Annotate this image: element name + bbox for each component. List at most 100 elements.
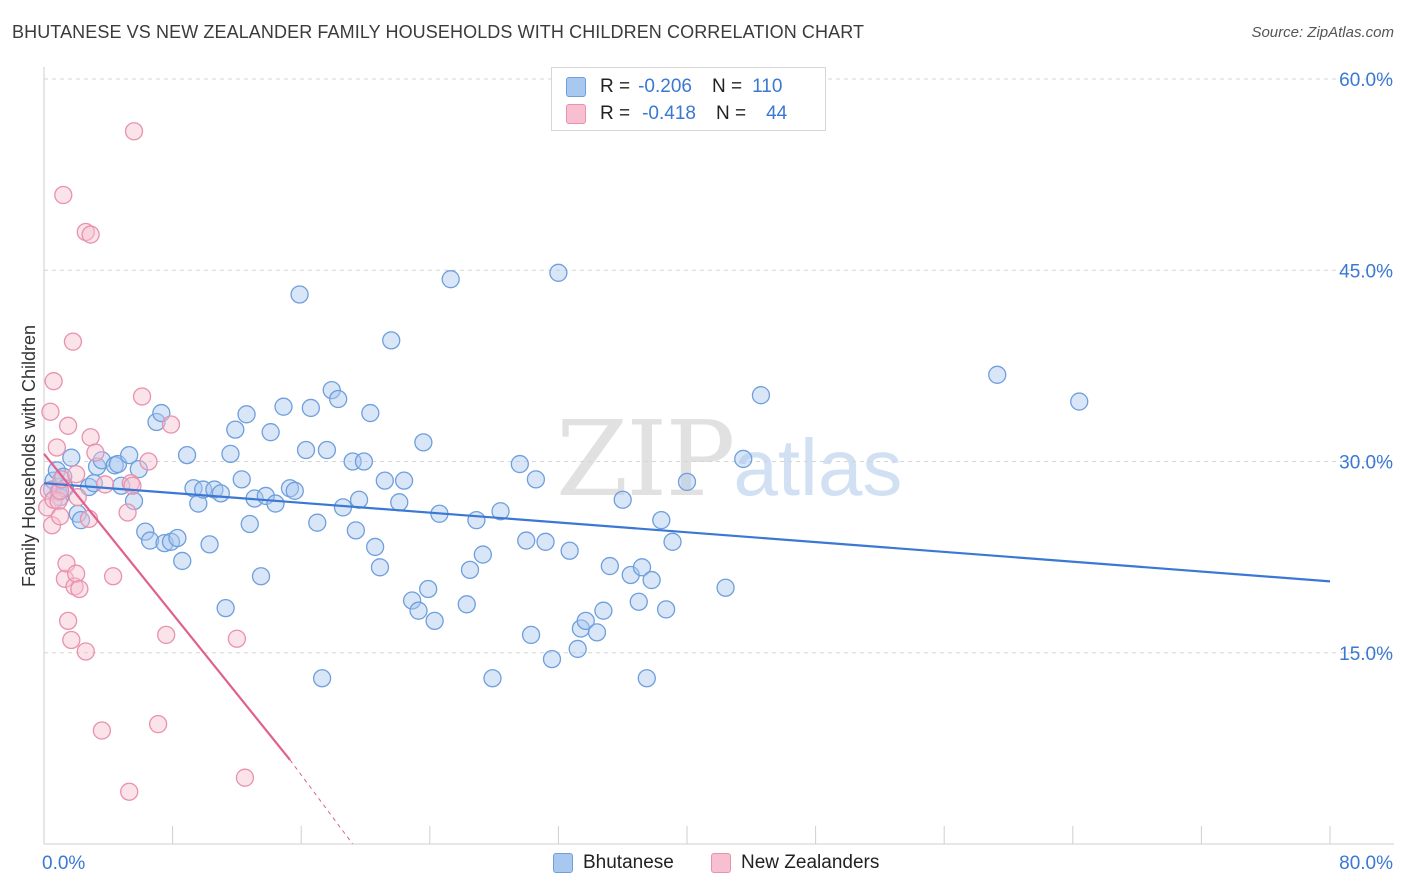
- legend-n-value: 44: [766, 103, 788, 124]
- bhutanese-point: [483, 669, 502, 688]
- y-axis-label: Family Households with Children: [19, 325, 39, 587]
- new-zealander-point: [95, 475, 115, 494]
- new-zealander-point: [132, 387, 152, 406]
- bhutanese-point: [677, 472, 697, 492]
- bhutanese-point: [147, 412, 166, 432]
- bhutanese-point: [409, 601, 428, 620]
- bhutanese-point: [394, 471, 414, 490]
- new-zealander-point: [76, 222, 95, 242]
- bottom-legend-label-bhutanese: Bhutanese: [583, 852, 674, 873]
- bhutanese-point: [266, 494, 285, 513]
- legend-n-label: N =: [711, 76, 743, 97]
- bhutanese-point: [549, 263, 568, 282]
- new-zealander-point: [63, 332, 83, 351]
- bhutanese-point: [200, 535, 219, 554]
- new-zealander-point: [44, 372, 63, 391]
- legend-r-label: R =: [600, 76, 631, 97]
- new-zealander-point: [47, 438, 67, 457]
- new-zealander-point: [76, 642, 95, 661]
- bhutanese-point: [521, 625, 541, 645]
- bhutanese-point: [168, 528, 187, 548]
- bhutanese-point: [296, 440, 316, 460]
- bhutanese-point: [346, 521, 366, 540]
- bhutanese-point: [301, 398, 320, 418]
- bhutanese-point: [441, 270, 460, 289]
- new-zealander-trend-line: [43, 453, 291, 761]
- legend-r-value: -0.418: [642, 103, 696, 124]
- bhutanese-point: [237, 405, 256, 424]
- bhutanese-point: [226, 420, 245, 439]
- bhutanese-point: [632, 558, 652, 577]
- bottom-legend-swatch-bhutanese: [553, 853, 573, 873]
- bhutanese-point: [491, 502, 510, 521]
- bhutanese-point: [425, 611, 444, 631]
- y-tick-label: 45.0%: [1339, 261, 1393, 282]
- bottom-legend-new-zealanders: New Zealanders: [711, 852, 879, 874]
- bhutanese-point: [261, 423, 280, 442]
- new-zealander-point: [81, 428, 100, 447]
- bhutanese-point: [290, 285, 309, 304]
- bhutanese-point: [216, 598, 235, 618]
- new-zealander-point: [54, 185, 73, 205]
- new-zealander-point: [139, 452, 158, 471]
- bhutanese-point: [637, 669, 656, 688]
- new-zealander-point: [124, 122, 144, 141]
- bhutanese-point: [517, 531, 536, 550]
- bhutanese-point: [312, 669, 332, 688]
- source-credit: Source: ZipAtlas.com: [1251, 24, 1394, 41]
- y-tick-label: 15.0%: [1339, 644, 1393, 665]
- bhutanese-point: [587, 623, 607, 642]
- bhutanese-point: [365, 537, 385, 557]
- bhutanese-point: [375, 471, 394, 490]
- chart-title: BHUTANESE VS NEW ZEALANDER FAMILY HOUSEH…: [12, 22, 865, 42]
- bhutanese-point: [751, 386, 771, 405]
- bhutanese-point: [716, 578, 735, 597]
- bottom-legend-swatch-new-zealanders: [711, 853, 731, 873]
- new-zealander-point: [62, 630, 81, 650]
- new-zealander-trend-extension: [289, 759, 354, 845]
- bhutanese-point: [457, 595, 476, 614]
- new-zealander-point: [67, 564, 86, 583]
- new-zealander-point: [161, 415, 181, 434]
- bhutanese-point: [251, 567, 271, 586]
- legend-swatch-bhutanese: [566, 77, 586, 97]
- legend-row-new-zealanders: R = -0.418 N = 44: [566, 101, 787, 127]
- bhutanese-trend-line: [43, 482, 1331, 583]
- correlation-legend: R = -0.206 N = 110 R = -0.418 N = 44: [551, 67, 826, 131]
- bhutanese-point: [361, 403, 380, 423]
- bottom-legend-bhutanese: Bhutanese: [553, 852, 674, 874]
- bhutanese-point: [232, 470, 251, 489]
- y-tick-label: 60.0%: [1339, 70, 1393, 91]
- bhutanese-point: [988, 365, 1007, 384]
- new-zealander-point: [55, 569, 75, 588]
- bhutanese-point: [594, 601, 613, 620]
- bhutanese-point: [308, 513, 327, 532]
- new-zealander-point: [58, 611, 78, 631]
- bhutanese-point: [656, 600, 676, 619]
- new-zealander-point: [103, 567, 123, 586]
- new-zealander-point: [81, 225, 100, 244]
- bhutanese-point: [285, 481, 304, 500]
- bhutanese-point: [560, 541, 579, 560]
- x-tick-label: 0.0%: [42, 853, 85, 874]
- watermark-atlas: atlas: [733, 423, 903, 512]
- bhutanese-point: [663, 532, 682, 551]
- bhutanese-point: [629, 592, 648, 611]
- bhutanese-point: [390, 493, 409, 512]
- new-zealander-point: [67, 465, 86, 484]
- legend-r-value: -0.206: [638, 76, 692, 97]
- bhutanese-point: [140, 531, 160, 550]
- bhutanese-point: [642, 570, 661, 590]
- bhutanese-point: [136, 522, 155, 541]
- bhutanese-point: [221, 444, 240, 464]
- new-zealander-point: [148, 715, 168, 734]
- new-zealander-point: [123, 476, 142, 495]
- bhutanese-point: [322, 380, 341, 400]
- bhutanese-point: [280, 479, 300, 498]
- new-zealander-point: [58, 416, 78, 435]
- new-zealander-point: [70, 579, 89, 599]
- bhutanese-point: [510, 454, 529, 474]
- bhutanese-point: [240, 514, 259, 534]
- bhutanese-point: [414, 433, 433, 452]
